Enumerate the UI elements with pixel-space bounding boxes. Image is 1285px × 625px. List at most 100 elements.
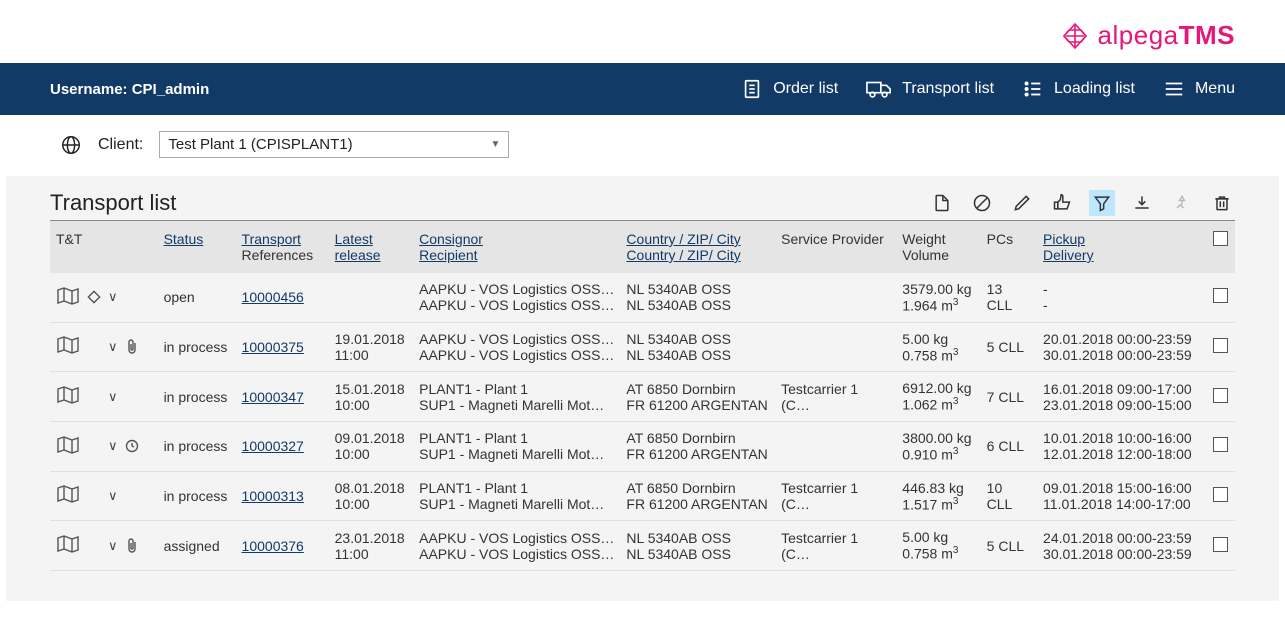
consignor-recipient-cell: PLANT1 - Plant 1SUP1 - Magneti Marelli M… [413,471,620,521]
table-row: ∨in process1000034715.01.201810:00PLANT1… [50,372,1235,422]
consignor-recipient-cell: AAPKU - VOS Logistics OSS…AAPKU - VOS Lo… [413,521,620,571]
hamburger-icon [1163,78,1185,100]
pcs-cell: 7 CLL [981,372,1037,422]
nav-loading-list[interactable]: Loading list [1022,78,1135,100]
globe-icon [60,134,82,156]
expand-chevron[interactable]: ∨ [108,538,118,554]
status-cell: in process [158,421,236,471]
row-checkbox[interactable] [1213,288,1228,303]
approve-button[interactable] [1049,190,1075,216]
nav-order-list-label: Order list [773,80,838,98]
transport-table: T&T Status TransportReferences Latestrel… [50,221,1235,571]
expand-chevron[interactable]: ∨ [108,488,118,504]
col-latest-release[interactable]: Latestrelease [329,221,414,273]
expand-chevron[interactable]: ∨ [108,289,118,305]
document-icon [741,78,763,100]
map-icon[interactable] [56,484,80,507]
select-all-checkbox[interactable] [1213,231,1228,246]
client-select-value: Test Plant 1 (CPISPLANT1) [168,136,352,153]
transport-ref-link[interactable]: 10000376 [242,538,304,554]
nav-menu-label: Menu [1195,80,1235,98]
map-icon[interactable] [56,435,80,458]
release-cell: 15.01.201810:00 [329,372,414,422]
col-consignor-recipient[interactable]: ConsignorRecipient [413,221,620,273]
service-provider-cell [775,421,896,471]
col-service-provider: Service Provider [775,221,896,273]
map-icon[interactable] [56,286,80,309]
transport-ref-link[interactable]: 10000327 [242,438,304,454]
pickup-delivery-cell: 16.01.2018 09:00-17:0023.01.2018 09:00-1… [1037,372,1205,422]
transport-ref-link[interactable]: 10000347 [242,389,304,405]
col-transport-ref[interactable]: TransportReferences [236,221,329,273]
consignor-recipient-cell: AAPKU - VOS Logistics OSS…AAPKU - VOS Lo… [413,322,620,372]
nav-order-list[interactable]: Order list [741,78,838,100]
country-cell: NL 5340AB OSSNL 5340AB OSS [620,273,775,322]
list-header: Transport list [50,190,1235,221]
col-tt: T&T [50,221,158,273]
country-cell: AT 6850 DornbirnFR 61200 ARGENTAN [620,372,775,422]
col-country-zip-city[interactable]: Country / ZIP/ CityCountry / ZIP/ City [620,221,775,273]
topbar-nav: Order list Transport list Loading list M… [741,78,1235,100]
username-display: Username: CPI_admin [50,81,209,98]
clock-icon [124,439,140,453]
delete-button[interactable] [1209,190,1235,216]
expand-chevron[interactable]: ∨ [108,438,118,454]
col-pcs: PCs [981,221,1037,273]
expand-chevron[interactable]: ∨ [108,339,118,355]
transport-ref-link[interactable]: 10000375 [242,339,304,355]
status-cell: in process [158,322,236,372]
row-checkbox[interactable] [1213,537,1228,552]
weight-volume-cell: 446.83 kg1.517 m3 [896,471,980,521]
logo-bar: alpegaTMS [0,0,1285,63]
row-checkbox[interactable] [1213,388,1228,403]
release-cell: 08.01.201810:00 [329,471,414,521]
weight-volume-cell: 5.00 kg0.758 m3 [896,521,980,571]
logo-icon [1058,22,1092,50]
row-checkbox[interactable] [1213,487,1228,502]
col-status[interactable]: Status [158,221,236,273]
attachment-icon[interactable] [124,538,140,554]
edit-button[interactable] [1009,190,1035,216]
release-cell: 19.01.201811:00 [329,322,414,372]
transport-ref-link[interactable]: 10000313 [242,488,304,504]
pickup-delivery-cell: -- [1037,273,1205,322]
transport-ref-link[interactable]: 10000456 [242,289,304,305]
highlight-button [1169,190,1195,216]
consignor-recipient-cell: PLANT1 - Plant 1SUP1 - Magneti Marelli M… [413,372,620,422]
filter-button[interactable] [1089,190,1115,216]
list-title: Transport list [50,190,176,216]
table-row: ∨assigned1000037623.01.201811:00AAPKU - … [50,521,1235,571]
brand-logo: alpegaTMS [1058,20,1235,51]
toolbar [929,190,1235,216]
nav-menu[interactable]: Menu [1163,78,1235,100]
client-label: Client: [98,136,143,154]
country-cell: AT 6850 DornbirnFR 61200 ARGENTAN [620,471,775,521]
map-icon[interactable] [56,385,80,408]
diamond-icon [86,290,102,304]
row-checkbox[interactable] [1213,437,1228,452]
pcs-cell: 6 CLL [981,421,1037,471]
expand-chevron[interactable]: ∨ [108,389,118,405]
attachment-icon[interactable] [124,339,140,355]
status-cell: open [158,273,236,322]
service-provider-cell: Testcarrier 1 (C… [775,521,896,571]
col-pickup-delivery[interactable]: PickupDelivery [1037,221,1205,273]
release-cell: 09.01.201810:00 [329,421,414,471]
download-button[interactable] [1129,190,1155,216]
client-row: Client: Test Plant 1 (CPISPLANT1) ▼ [0,115,1285,176]
map-icon[interactable] [56,534,80,557]
cancel-button[interactable] [969,190,995,216]
service-provider-cell [775,273,896,322]
release-cell [329,273,414,322]
col-select-all[interactable] [1205,221,1235,273]
status-cell: in process [158,471,236,521]
logo-text: alpegaTMS [1098,20,1235,51]
table-row: ∨in process1000032709.01.201810:00PLANT1… [50,421,1235,471]
status-cell: assigned [158,521,236,571]
col-weight-volume: WeightVolume [896,221,980,273]
row-checkbox[interactable] [1213,338,1228,353]
nav-transport-list[interactable]: Transport list [866,78,994,100]
map-icon[interactable] [56,335,80,358]
new-button[interactable] [929,190,955,216]
client-select[interactable]: Test Plant 1 (CPISPLANT1) ▼ [159,131,509,158]
